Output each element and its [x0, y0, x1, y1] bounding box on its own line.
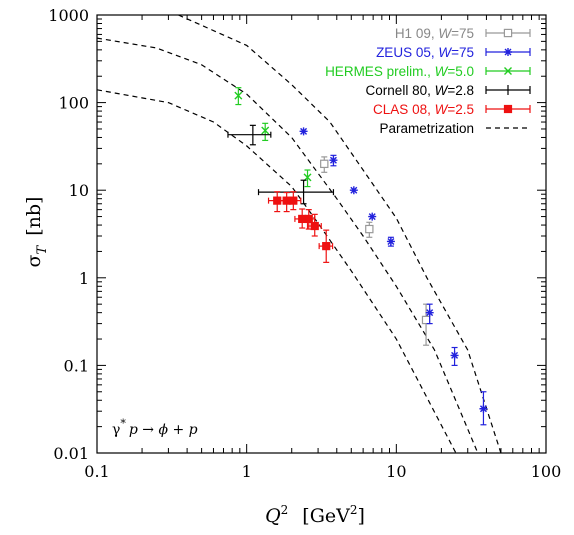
- legend-label: HERMES prelim., W=5.0: [325, 64, 474, 79]
- marker-filled-square: [289, 196, 298, 205]
- marker-open-square: [320, 159, 329, 169]
- data-point: [227, 124, 272, 146]
- parametrization-curve: [97, 37, 479, 453]
- marker-cross: [504, 67, 512, 75]
- data-point: [450, 346, 459, 366]
- y-tick-label: 10: [69, 181, 89, 200]
- data-point: [479, 391, 488, 426]
- marker-asterisk: [299, 127, 308, 136]
- marker-asterisk: [329, 156, 338, 165]
- marker-open-square: [365, 224, 374, 234]
- y-tick-label: 1: [79, 269, 89, 288]
- legend-item: HERMES prelim., W=5.0: [325, 64, 531, 79]
- marker-asterisk: [479, 404, 488, 413]
- legend-label: Parametrization: [379, 121, 474, 136]
- parametrization-curves: [97, 15, 502, 453]
- data-point: [261, 122, 270, 142]
- marker-asterisk: [349, 186, 358, 195]
- x-tick-label: 10: [386, 462, 406, 481]
- legend-label: CLAS 08, W=2.5: [373, 102, 474, 117]
- y-axis-title: σT[nb]: [23, 197, 50, 268]
- series-hermes: [234, 87, 312, 188]
- data-point: [234, 87, 243, 106]
- process-annotation: γ* p → ϕ + p: [112, 417, 198, 438]
- x-tick-label: 100: [531, 462, 562, 481]
- legend-item: H1 09, W=75: [395, 26, 531, 41]
- data-point: [386, 236, 395, 247]
- legend-item: ZEUS 05, W=75: [376, 45, 531, 60]
- series-zeus: [299, 127, 488, 426]
- x-axis-title: Q2 [GeV2]: [265, 503, 365, 527]
- y-tick-label: 0.01: [53, 444, 89, 463]
- legend-label: H1 09, W=75: [395, 26, 474, 41]
- marker-asterisk: [368, 212, 377, 221]
- legend-label: ZEUS 05, W=75: [376, 45, 474, 60]
- marker-asterisk: [386, 237, 395, 246]
- data-point: [306, 213, 322, 237]
- data-point: [368, 212, 377, 221]
- parametrization-curve: [97, 89, 457, 453]
- marker-open-square: [421, 315, 431, 325]
- data-point: [286, 191, 302, 211]
- data-point: [318, 229, 334, 263]
- x-tick-label: 0.1: [84, 462, 109, 481]
- y-tick-label: 0.1: [64, 356, 89, 375]
- legend-item: CLAS 08, W=2.5: [373, 102, 531, 117]
- data-point: [320, 156, 329, 173]
- data-point: [365, 221, 374, 238]
- y-tick-label: 100: [58, 94, 89, 113]
- marker-cross: [261, 126, 270, 135]
- marker-open-square: [503, 28, 513, 38]
- y-tick-label: 1000: [48, 6, 89, 25]
- parametrization-curve: [178, 15, 502, 453]
- legend-item: Parametrization: [379, 121, 530, 136]
- marker-asterisk: [450, 351, 459, 360]
- data-points: [227, 87, 488, 426]
- marker-asterisk: [504, 48, 512, 56]
- marker-filled-square: [322, 242, 331, 251]
- marker-filled-square: [310, 221, 319, 231]
- marker-filled-square: [304, 214, 313, 224]
- series-h1: [320, 156, 431, 346]
- legend: H1 09, W=75 ZEUS 05, W=75 HERMES prelim., …: [325, 26, 531, 136]
- data-point: [329, 154, 338, 167]
- legend-label: Cornell 80, W=2.8: [366, 83, 474, 98]
- marker-filled-square: [503, 104, 513, 114]
- data-point: [425, 303, 434, 325]
- data-point: [303, 169, 312, 188]
- x-tick-label: 1: [242, 462, 252, 481]
- plot-frame: [96, 14, 547, 454]
- data-point: [349, 186, 358, 195]
- series-cornell: [227, 124, 335, 205]
- marker-asterisk: [425, 308, 434, 317]
- legend-item: Cornell 80, W=2.8: [366, 83, 531, 98]
- series-clas: [267, 191, 334, 263]
- marker-cross: [234, 91, 243, 100]
- data-point: [299, 127, 308, 136]
